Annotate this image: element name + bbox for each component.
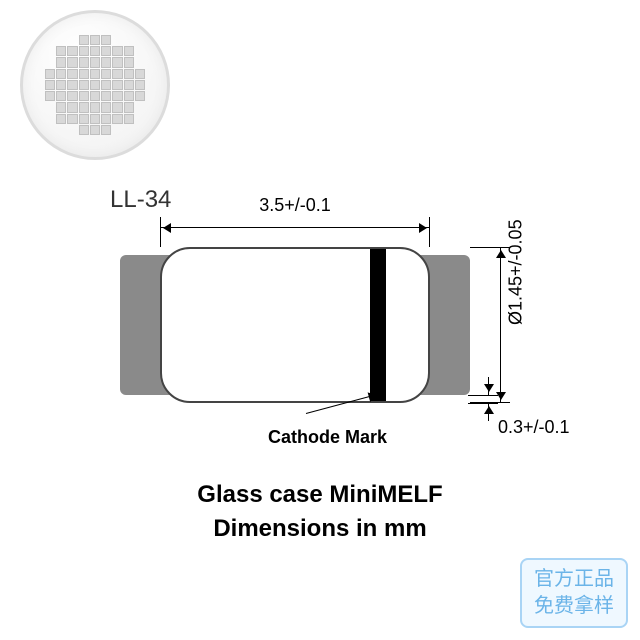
watermark-logo (20, 10, 170, 160)
dimension-endcap-overhang: 0.3+/-0.1 (470, 395, 550, 435)
caption-line-2: Dimensions in mm (0, 512, 640, 546)
package-dimension-diagram: 3.5+/-0.1 Ø1.45+/-0.05 0.3+/-0.1 Cathode… (90, 225, 550, 425)
watermark-pixel-grid (45, 35, 145, 135)
badge-line-2: 免费拿样 (534, 593, 614, 620)
glass-body (160, 247, 430, 403)
package-name-label: LL-34 (110, 186, 171, 214)
dimension-diameter-label: Ø1.45+/-0.05 (506, 219, 527, 325)
watermark-ring (20, 10, 170, 160)
dimension-overhang-label: 0.3+/-0.1 (498, 417, 570, 438)
cathode-band (370, 249, 386, 401)
caption-line-1: Glass case MiniMELF (0, 478, 640, 512)
dimension-length: 3.5+/-0.1 (160, 217, 430, 237)
dimension-diameter: Ø1.45+/-0.05 (490, 247, 520, 403)
diagram-caption: Glass case MiniMELF Dimensions in mm (0, 478, 640, 545)
badge-line-1: 官方正品 (534, 566, 614, 593)
dimension-length-label: 3.5+/-0.1 (255, 195, 335, 216)
authenticity-badge: 官方正品 免费拿样 (520, 558, 628, 628)
cathode-mark-label: Cathode Mark (268, 427, 387, 448)
